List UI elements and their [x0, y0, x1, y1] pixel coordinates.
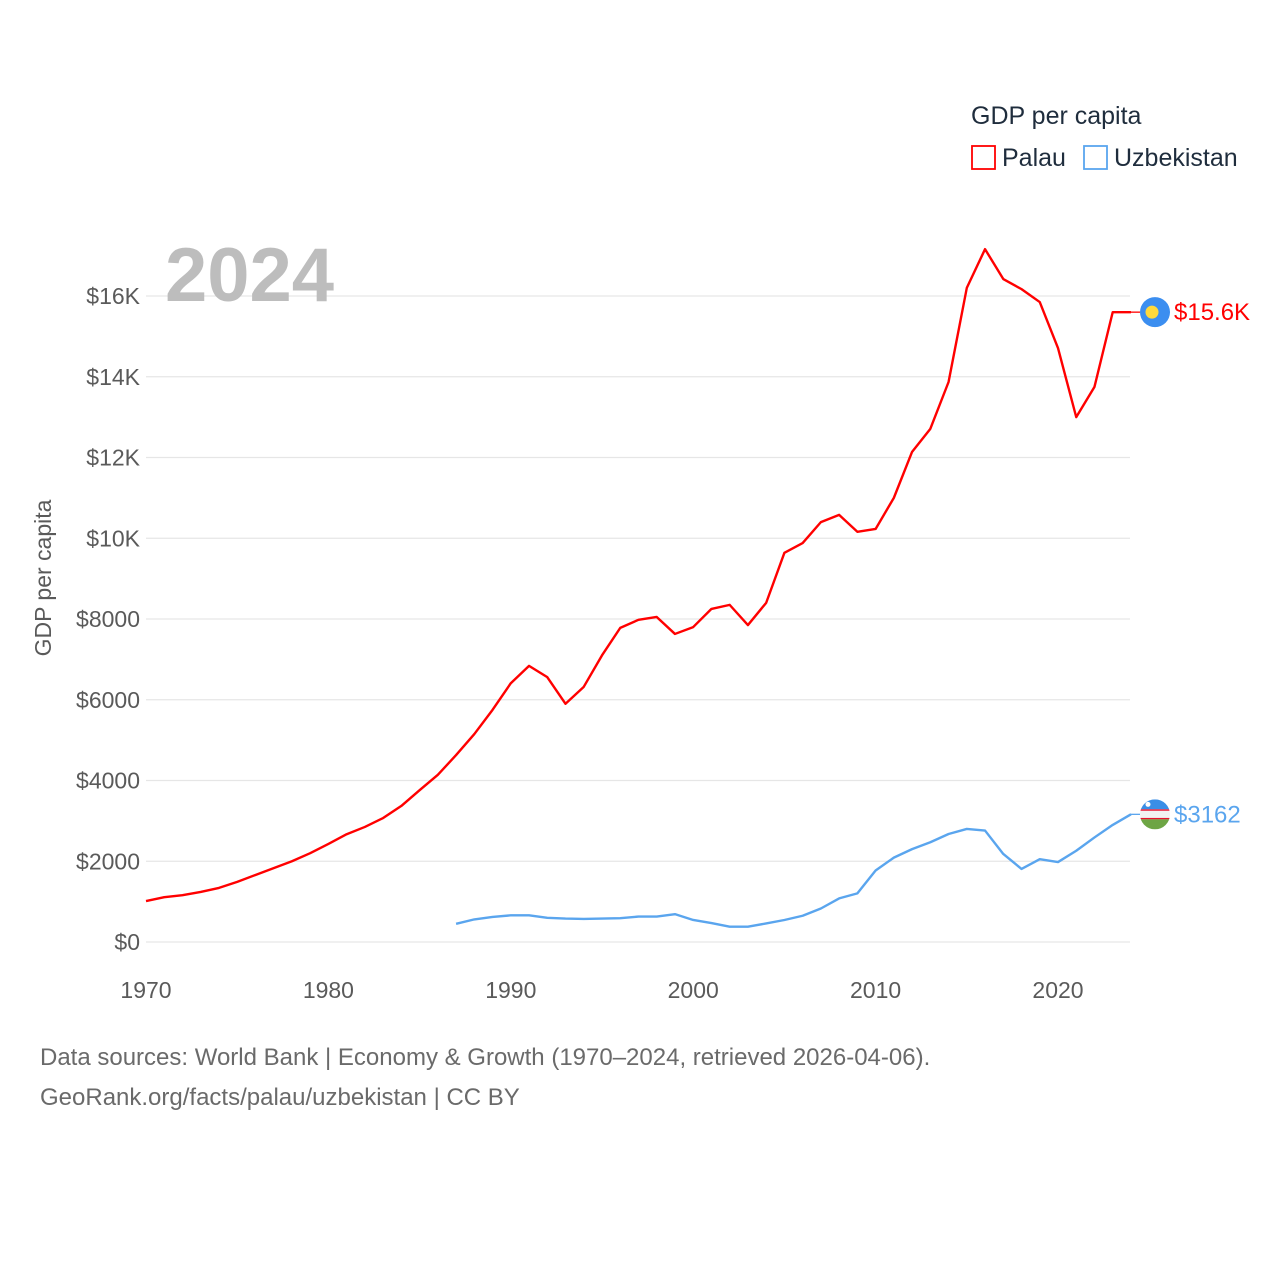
y-tick-label: $10K	[86, 525, 140, 551]
x-tick-label: 2020	[1032, 977, 1083, 1003]
footer-attribution[interactable]: GeoRank.org/facts/palau/uzbekistan | CC …	[40, 1084, 520, 1111]
legend-item-uzbekistan[interactable]: Uzbekistan	[1083, 144, 1238, 172]
y-tick-label: $12K	[86, 445, 140, 471]
uzbekistan-flag-icon	[1140, 799, 1170, 830]
x-tick-label: 2000	[668, 977, 719, 1003]
legend-item-palau[interactable]: Palau	[971, 144, 1066, 172]
legend-label: Palau	[1002, 144, 1066, 172]
footer-sources: Data sources: World Bank | Economy & Gro…	[40, 1044, 931, 1071]
y-tick-label: $4000	[76, 768, 140, 794]
end-value-label: $3162	[1174, 801, 1241, 828]
legend-swatch	[1083, 145, 1108, 170]
palau-flag-icon	[1140, 297, 1170, 328]
series-line-palau	[145, 247, 1131, 903]
x-tick-label: 1990	[485, 977, 536, 1003]
y-tick-label: $16K	[86, 283, 140, 309]
x-tick-label: 1970	[120, 977, 171, 1003]
y-axis-title: GDP per capita	[30, 499, 56, 656]
y-tick-label: $6000	[76, 687, 140, 713]
y-tick-label: $0	[114, 929, 140, 955]
y-tick-label: $2000	[76, 848, 140, 874]
y-tick-label: $14K	[86, 364, 140, 390]
legend-title: GDP per capita	[971, 102, 1142, 130]
series-line-uzbekistan	[455, 813, 1132, 928]
y-tick-label: $8000	[76, 606, 140, 632]
x-tick-label: 1980	[303, 977, 354, 1003]
end-value-label: $15.6K	[1174, 299, 1250, 326]
legend-swatch	[971, 145, 996, 170]
x-tick-label: 2010	[850, 977, 901, 1003]
legend-label: Uzbekistan	[1114, 144, 1238, 172]
year-watermark: 2024	[165, 233, 334, 318]
